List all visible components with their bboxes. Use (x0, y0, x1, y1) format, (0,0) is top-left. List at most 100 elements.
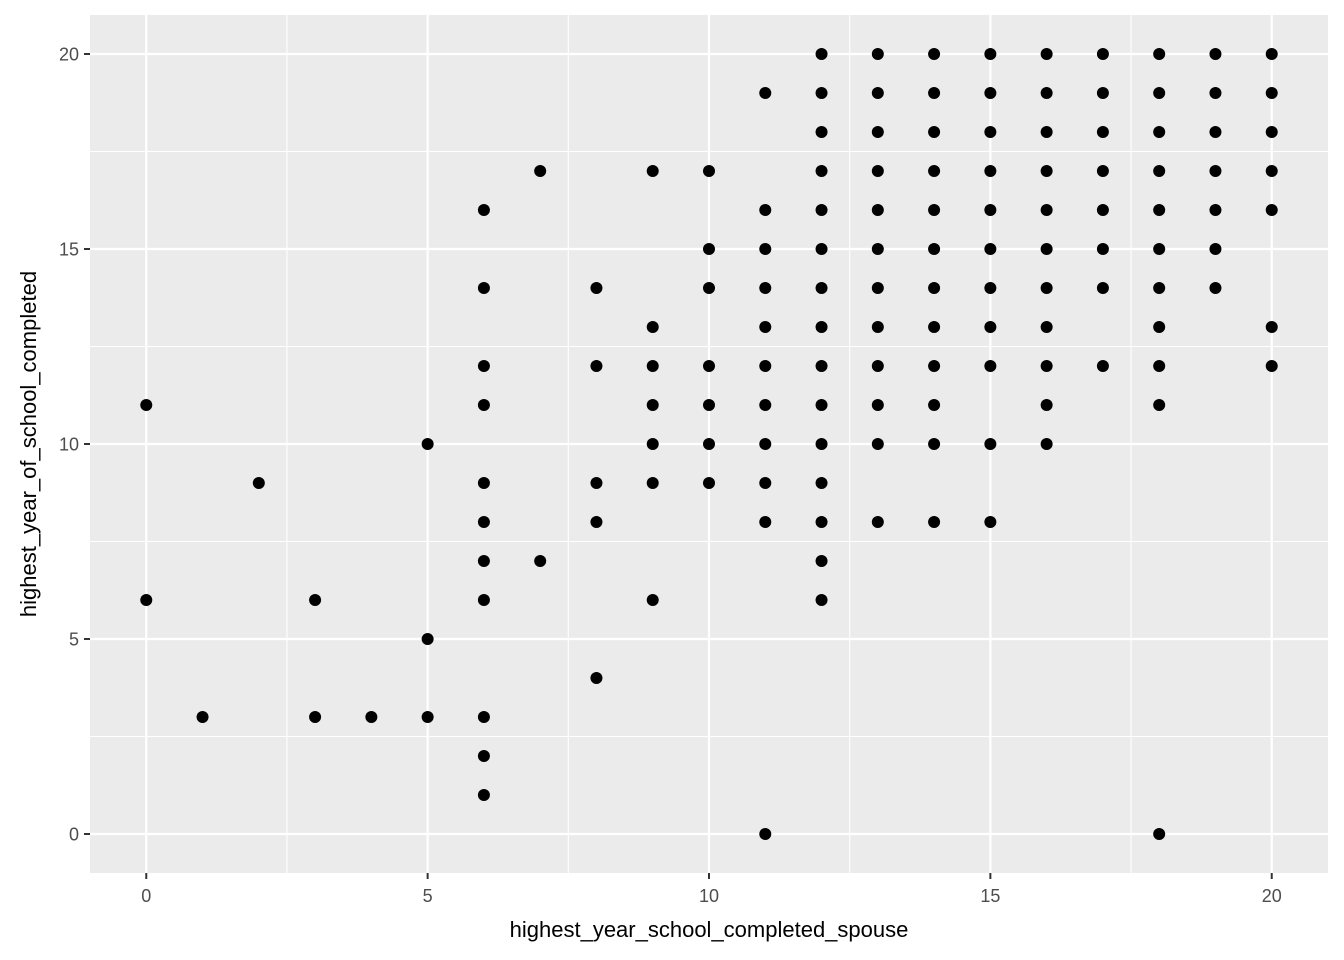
data-point (646, 477, 659, 489)
data-point (477, 594, 490, 606)
data-point (646, 594, 659, 606)
data-point (1040, 321, 1053, 333)
data-point (1096, 204, 1109, 216)
data-point (984, 360, 997, 372)
data-point (984, 243, 997, 255)
data-point (477, 711, 490, 723)
data-point (928, 126, 941, 138)
data-point (759, 477, 772, 489)
data-point (1209, 48, 1222, 60)
data-point (1040, 360, 1053, 372)
data-point (1209, 126, 1222, 138)
x-tick-label: 10 (699, 886, 719, 906)
data-point (1265, 165, 1278, 177)
data-point (759, 321, 772, 333)
data-point (477, 399, 490, 411)
data-point (928, 204, 941, 216)
data-point (646, 165, 659, 177)
y-tick-label: 15 (59, 240, 79, 260)
data-point (590, 516, 603, 528)
data-point (477, 516, 490, 528)
data-point (1153, 126, 1166, 138)
data-point (646, 399, 659, 411)
data-point (1153, 828, 1166, 840)
data-point (477, 204, 490, 216)
data-point (1153, 204, 1166, 216)
data-point (984, 48, 997, 60)
data-point (1153, 243, 1166, 255)
data-point (1040, 399, 1053, 411)
data-point (871, 321, 884, 333)
data-point (1153, 165, 1166, 177)
data-point (703, 282, 715, 294)
y-tick-label: 20 (59, 45, 79, 65)
data-point (703, 165, 715, 177)
data-point (1096, 87, 1109, 99)
data-point (1096, 165, 1109, 177)
data-point (928, 516, 941, 528)
data-point (590, 282, 603, 294)
data-point (1153, 360, 1166, 372)
data-point (477, 750, 490, 762)
data-point (1153, 282, 1166, 294)
data-point (984, 165, 997, 177)
data-point (984, 516, 997, 528)
data-point (759, 516, 772, 528)
data-point (1265, 321, 1278, 333)
data-point (1040, 282, 1053, 294)
data-point (1265, 204, 1278, 216)
data-point (140, 594, 153, 606)
data-point (871, 48, 884, 60)
data-point (759, 87, 772, 99)
data-point (703, 399, 715, 411)
data-point (871, 243, 884, 255)
data-point (1096, 48, 1109, 60)
data-point (703, 243, 715, 255)
data-point (928, 87, 941, 99)
data-point (815, 243, 828, 255)
data-point (703, 477, 715, 489)
data-point (871, 360, 884, 372)
data-point (928, 399, 941, 411)
x-tick-label: 5 (423, 886, 433, 906)
data-point (1153, 321, 1166, 333)
data-point (1265, 48, 1278, 60)
data-point (815, 282, 828, 294)
data-point (984, 438, 997, 450)
data-point (928, 243, 941, 255)
data-point (815, 360, 828, 372)
data-point (477, 789, 490, 801)
data-point (646, 321, 659, 333)
data-point (871, 87, 884, 99)
data-point (1265, 87, 1278, 99)
data-point (759, 282, 772, 294)
data-point (759, 399, 772, 411)
data-point (759, 828, 772, 840)
data-point (1040, 243, 1053, 255)
data-point (871, 165, 884, 177)
data-point (1209, 282, 1222, 294)
data-point (1040, 48, 1053, 60)
data-point (1040, 438, 1053, 450)
data-point (1209, 243, 1222, 255)
y-axis-title: highest_year_of_school_completed (16, 271, 41, 617)
data-point (196, 711, 209, 723)
data-point (815, 594, 828, 606)
data-point (928, 360, 941, 372)
data-point (871, 399, 884, 411)
data-point (815, 126, 828, 138)
data-point (984, 204, 997, 216)
data-point (1096, 243, 1109, 255)
data-point (1209, 204, 1222, 216)
y-tick-label: 0 (69, 825, 79, 845)
data-point (1209, 165, 1222, 177)
x-tick-label: 15 (980, 886, 1000, 906)
data-point (590, 360, 603, 372)
data-point (759, 204, 772, 216)
data-point (871, 126, 884, 138)
data-point (1209, 87, 1222, 99)
data-point (984, 87, 997, 99)
data-point (815, 438, 828, 450)
data-point (1096, 282, 1109, 294)
